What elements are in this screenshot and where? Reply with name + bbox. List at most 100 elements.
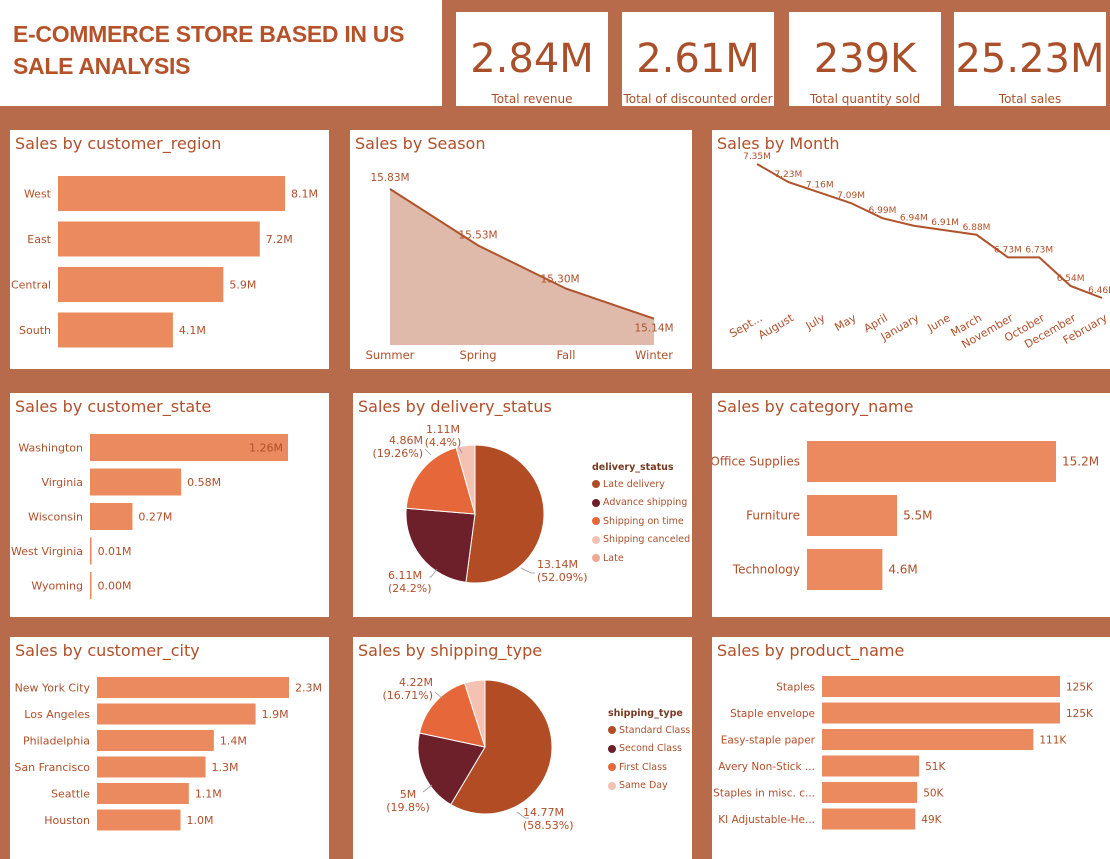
data-label: 0.58M: [187, 476, 221, 489]
data-label: 125K: [1066, 708, 1094, 720]
leader-line: [422, 784, 433, 793]
chart-panel-month[interactable]: Sales by Month 7.35M Sept... 7.23M August 7.…: [712, 130, 1110, 369]
data-label: 6.11M: [388, 569, 422, 582]
data-label: 6.73M: [1025, 245, 1053, 255]
x-tick-label: June: [925, 311, 953, 335]
data-label: 1.26M: [249, 442, 283, 455]
legend-label: First Class: [619, 761, 668, 773]
x-tick-label: Spring: [459, 348, 496, 362]
chart-panel-region[interactable]: Sales by customer_region West 8.1M East 7.2…: [10, 130, 329, 369]
delivery-pie-chart: 13.14M(52.09%) 6.11M(24.2%) 4.86M(19.26%)1…: [372, 423, 587, 595]
legend-item[interactable]: Same Day: [608, 777, 690, 796]
chart-title: Sales by delivery_status: [358, 397, 552, 416]
legend-label: Advance shipping: [603, 497, 688, 509]
data-label: 111K: [1039, 735, 1067, 747]
chart-title: Sales by product_name: [717, 641, 905, 660]
kpi-card-discounted-orders[interactable]: 2.61M Total of discounted order: [622, 12, 774, 106]
pie-slice: [450, 679, 553, 815]
legend-item[interactable]: Standard Class: [608, 721, 690, 740]
legend-item[interactable]: Shipping on time: [592, 512, 690, 531]
kpi-card-quantity-sold[interactable]: 239K Total quantity sold: [789, 12, 941, 106]
chart-panel-delivery[interactable]: Sales by delivery_status 13.14M (52.09%) 6…: [353, 393, 692, 617]
legend-swatch: [608, 726, 616, 735]
category-label: Furniture: [746, 509, 800, 523]
category-label: West Virginia: [11, 545, 83, 558]
data-label: 15.30M: [540, 274, 579, 286]
data-label: 0.00M: [98, 580, 132, 593]
shipping-legend: shipping_type Standard Class Second Class…: [608, 708, 690, 795]
chart-panel-city[interactable]: Sales by customer_city New York City 2.3M…: [10, 637, 329, 859]
data-label: 5.5M: [903, 509, 932, 523]
month-line-chart: 7.35MSept...7.23MAugust7.16MJuly7.09MMay…: [727, 152, 1110, 351]
data-label: 0.27M: [138, 511, 172, 524]
x-tick-label: May: [832, 311, 859, 334]
chart-panel-category[interactable]: Sales by category_name Office Supplies 15…: [712, 393, 1110, 617]
bar: [97, 703, 256, 725]
data-label: 6.88M: [963, 223, 991, 233]
bar: [90, 537, 92, 565]
data-label: 14.77M: [523, 806, 564, 819]
chart-panel-product[interactable]: Sales by product_name Staples 125K Staple …: [712, 637, 1110, 859]
bar: [822, 729, 1034, 750]
pie-slice: [405, 447, 476, 515]
data-label-percent: (4.4%): [425, 436, 462, 449]
kpi-card-total-sales[interactable]: 25.23M Total sales: [954, 12, 1106, 106]
data-label: 4.22M: [399, 676, 433, 689]
category-label: Washington: [18, 442, 83, 455]
legend-swatch: [592, 535, 600, 544]
bar: [90, 434, 288, 461]
bar: [97, 677, 289, 698]
series-line: [389, 188, 655, 320]
category-label: Staples in misc. c...: [713, 788, 815, 800]
title-line-1: E-COMMERCE STORE BASED IN US: [13, 21, 405, 47]
kpi-value: 239K: [813, 36, 917, 82]
x-tick-label: July: [803, 311, 828, 333]
legend-label: Standard Class: [619, 724, 691, 736]
bar: [822, 702, 1060, 724]
title-panel: E-COMMERCE STORE BASED IN US SALE ANALYS…: [0, 0, 442, 106]
category-label: West: [24, 188, 52, 201]
legend-item[interactable]: Advance shipping: [592, 494, 690, 513]
kpi-label: Total of discounted order: [623, 92, 773, 106]
legend-item[interactable]: Late: [592, 549, 690, 568]
legend-swatch: [608, 744, 616, 753]
data-label: 7.16M: [806, 181, 834, 191]
x-tick-label: August: [756, 311, 796, 342]
data-label: 1.4M: [220, 735, 247, 748]
category-label: Staple envelope: [730, 708, 815, 720]
chart-panel-season[interactable]: Sales by Season 15.83M Summer 15.53M Spring…: [350, 130, 692, 369]
legend-item[interactable]: Second Class: [608, 740, 690, 759]
data-label: 15.53M: [458, 229, 497, 241]
city-bar-chart: New York City 2.3M Los Angeles 1.9M Philadel…: [14, 677, 322, 831]
bar: [97, 809, 181, 831]
category-label: Staples: [776, 682, 815, 694]
x-tick-label: Summer: [366, 348, 415, 362]
data-label: 15.14M: [634, 323, 673, 335]
data-label: 6.91M: [931, 218, 959, 228]
bar: [97, 756, 206, 778]
kpi-card-total-revenue[interactable]: 2.84M Total revenue: [456, 12, 608, 106]
data-label: 7.2M: [266, 233, 293, 246]
data-label-percent: (24.2%): [388, 582, 432, 595]
category-bar-chart: Office Supplies 15.2M Furniture 5.5M Technol…: [712, 441, 1099, 590]
data-label: 1.11M: [426, 423, 460, 436]
bar: [58, 176, 285, 211]
data-label: 13.14M: [537, 558, 578, 571]
bar: [822, 782, 918, 803]
bar: [822, 808, 916, 830]
season-area-chart: 15.83M Summer 15.53M Spring 15.30M Fall 15.14M…: [366, 172, 674, 362]
category-label: Office Supplies: [712, 455, 800, 469]
legend-item[interactable]: First Class: [608, 758, 690, 777]
legend-swatch: [592, 554, 600, 563]
bar: [807, 441, 1056, 482]
category-label: Wisconsin: [28, 511, 83, 524]
legend-swatch: [608, 781, 616, 790]
x-tick-label: Winter: [635, 348, 673, 362]
data-label: 51K: [925, 761, 946, 773]
legend-title: shipping_type: [608, 708, 683, 719]
chart-panel-shipping[interactable]: Sales by shipping_type 14.77M (58.53%) 5M(…: [353, 637, 692, 859]
legend-item[interactable]: Late delivery: [592, 475, 690, 494]
data-label-percent: (19.8%): [386, 801, 430, 814]
chart-panel-state[interactable]: Sales by customer_state Washington 1.26M V…: [10, 393, 329, 617]
legend-item[interactable]: Shipping canceled: [592, 531, 690, 550]
